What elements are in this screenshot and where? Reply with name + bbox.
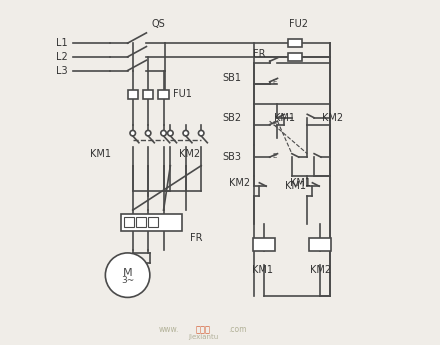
Bar: [148, 217, 158, 227]
Bar: [128, 90, 138, 99]
Circle shape: [198, 130, 204, 136]
Circle shape: [130, 130, 136, 136]
Circle shape: [168, 130, 173, 136]
Bar: [309, 237, 331, 251]
Text: FU1: FU1: [173, 89, 192, 99]
Bar: [289, 53, 302, 61]
Text: 接线图: 接线图: [195, 325, 210, 334]
Text: FR: FR: [190, 233, 202, 243]
Text: KM1: KM1: [285, 181, 306, 191]
Circle shape: [161, 130, 166, 136]
Text: 3~: 3~: [121, 276, 134, 285]
Bar: [253, 237, 275, 251]
Bar: [158, 90, 169, 99]
Text: KM2: KM2: [229, 178, 250, 188]
Circle shape: [105, 253, 150, 297]
Text: SB1: SB1: [223, 73, 242, 83]
Text: KM1: KM1: [252, 265, 273, 275]
Text: E: E: [272, 79, 276, 86]
Bar: [136, 217, 146, 227]
Text: FR: FR: [253, 49, 266, 59]
Bar: [124, 217, 134, 227]
Bar: [143, 90, 153, 99]
Text: KM2: KM2: [323, 113, 344, 123]
Text: L2: L2: [56, 52, 68, 62]
Text: KM1: KM1: [90, 149, 111, 159]
Circle shape: [145, 130, 151, 136]
Text: KM2: KM2: [310, 265, 331, 275]
Text: L1: L1: [56, 38, 68, 48]
Text: L3: L3: [56, 66, 68, 76]
Text: M: M: [123, 268, 132, 278]
Text: .com: .com: [228, 325, 246, 334]
Circle shape: [183, 130, 188, 136]
Text: KM1: KM1: [290, 178, 311, 188]
Text: E: E: [272, 120, 276, 127]
Text: www.: www.: [158, 325, 179, 334]
Text: E: E: [272, 153, 276, 159]
Bar: [121, 214, 182, 231]
Text: jiexiantu: jiexiantu: [188, 334, 218, 340]
Text: QS: QS: [151, 19, 165, 29]
Text: KM1: KM1: [274, 113, 295, 123]
Text: KM2: KM2: [179, 149, 200, 159]
Bar: [289, 39, 302, 47]
Text: FU2: FU2: [289, 19, 308, 29]
Text: SB2: SB2: [222, 113, 242, 123]
Text: SB3: SB3: [223, 152, 242, 162]
